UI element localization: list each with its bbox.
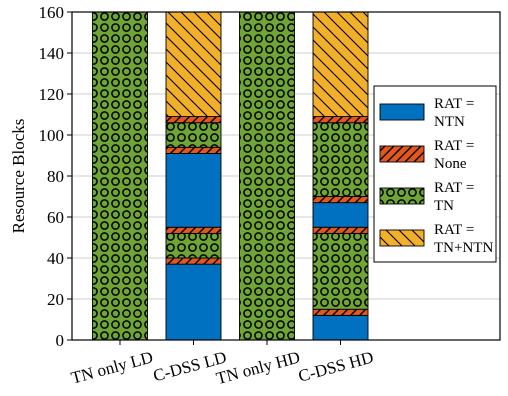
legend-label-line1: RAT = xyxy=(434,96,474,112)
legend: RAT = NTN RAT = None RAT = TN RAT = TN+NTN xyxy=(373,85,497,263)
bar-segment-ntn xyxy=(312,314,369,341)
y-tick-label: 40 xyxy=(47,249,64,268)
bar-segment-tn xyxy=(165,232,222,259)
bar-stack-0 xyxy=(92,11,148,341)
bar-segment-none xyxy=(312,116,369,124)
bar-segment-tn xyxy=(239,11,295,341)
legend-swatch xyxy=(379,187,425,205)
legend-label-line2: NTN xyxy=(434,114,465,130)
y-tick-label: 20 xyxy=(47,290,64,309)
y-tick-label: 0 xyxy=(56,331,65,350)
legend-swatch xyxy=(379,145,425,163)
legend-item-ntn: RAT = NTN xyxy=(379,96,474,130)
bar-segment-none xyxy=(165,146,222,154)
legend-item-tn: RAT = TN xyxy=(379,180,474,214)
bar-segment-none xyxy=(165,116,222,124)
bar-segment-tn-ntn xyxy=(165,11,222,118)
bar-stacks xyxy=(92,11,369,341)
y-tick-label: 60 xyxy=(47,208,64,227)
bar-segment-tn xyxy=(312,232,369,310)
y-tick-label: 120 xyxy=(39,85,65,104)
bar-segment-none xyxy=(312,226,369,234)
bar-segment-none xyxy=(165,257,222,265)
bar-stack-1 xyxy=(165,11,222,341)
x-tick-label: C-DSS HD xyxy=(296,348,375,386)
bar-segment-tn-ntn xyxy=(312,11,369,118)
bar-segment-tn xyxy=(165,122,222,148)
y-tick-label: 140 xyxy=(39,44,65,63)
bar-segment-tn xyxy=(92,11,148,341)
legend-label-line2: TN+NTN xyxy=(434,240,493,256)
bar-segment-none xyxy=(312,308,369,316)
legend-label-line1: RAT = xyxy=(434,222,474,238)
y-tick-label: 160 xyxy=(39,3,65,22)
legend-swatch xyxy=(379,103,425,121)
bar-segment-tn xyxy=(312,122,369,197)
bar-segment-ntn xyxy=(165,263,222,341)
bar-segment-none xyxy=(312,196,369,204)
bar-stack-2 xyxy=(239,11,295,341)
y-axis-ticks: 0 20 40 60 80 100 120 140 160 xyxy=(39,3,72,350)
legend-label-line2: TN xyxy=(434,198,454,214)
bar-segment-none xyxy=(165,226,222,234)
legend-label-line1: RAT = xyxy=(434,138,474,154)
bar-segment-ntn xyxy=(312,202,369,228)
legend-item-tn-ntn: RAT = TN+NTN xyxy=(379,222,493,256)
legend-swatch xyxy=(379,229,425,247)
bar-stack-3 xyxy=(312,11,369,341)
y-axis-title: Resource Blocks xyxy=(9,119,28,234)
legend-label-line2: None xyxy=(434,156,467,172)
y-tick-label: 100 xyxy=(39,126,65,145)
x-tick-label: TN only LD xyxy=(69,348,155,388)
legend-item-none: RAT = None xyxy=(379,138,474,172)
bar-segment-ntn xyxy=(165,152,222,228)
y-tick-label: 80 xyxy=(47,167,64,186)
x-tick-label: TN only HD xyxy=(214,348,302,389)
legend-label-line1: RAT = xyxy=(434,180,474,196)
